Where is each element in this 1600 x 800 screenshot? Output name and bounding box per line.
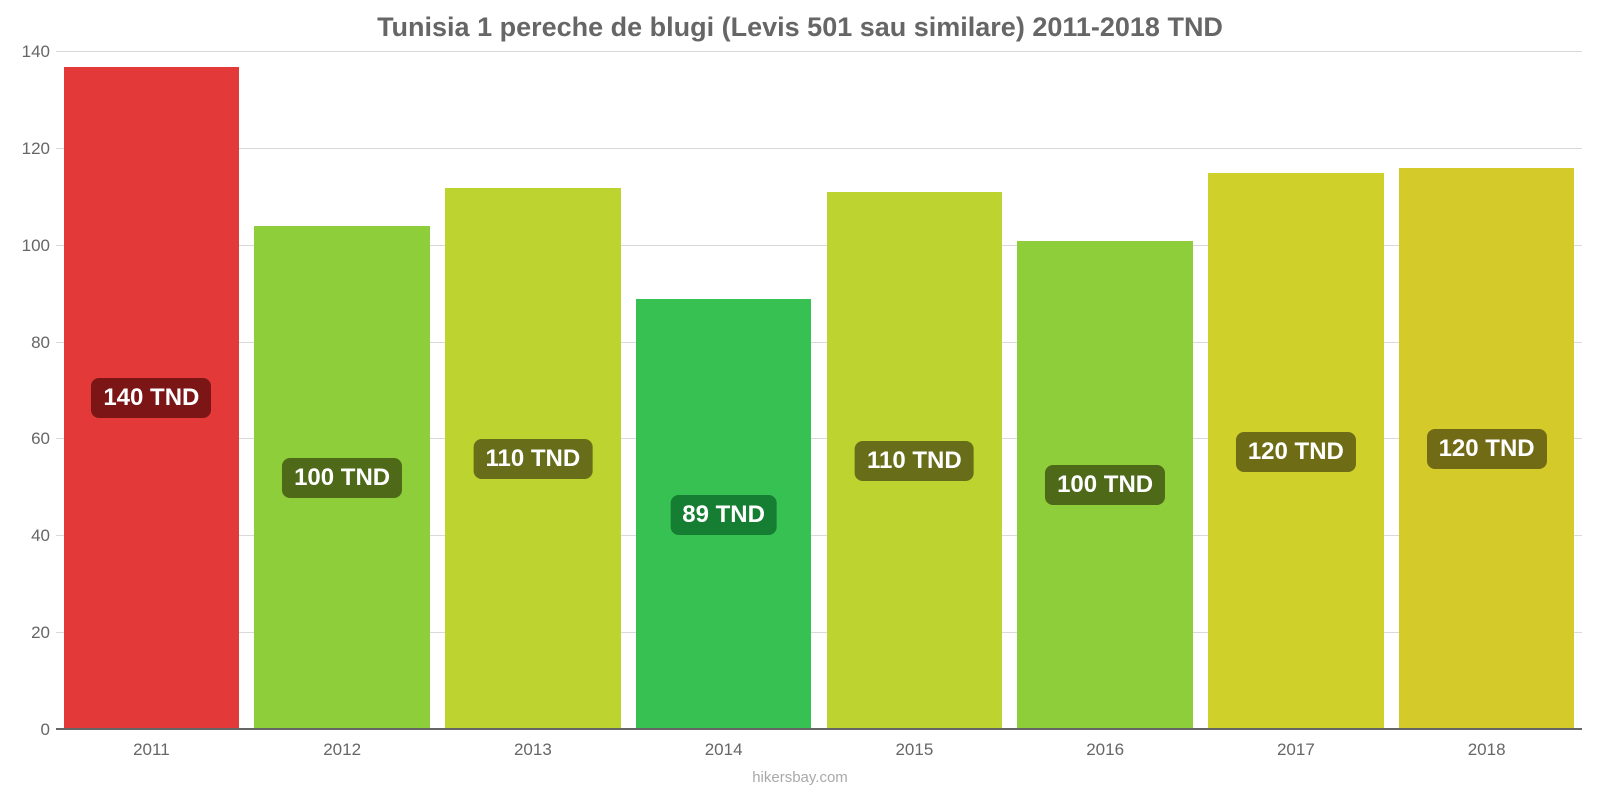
plot-area: 020406080100120140 140 TND2011100 TND201… bbox=[56, 52, 1582, 730]
bar-slot: 100 TND2012 bbox=[247, 52, 438, 730]
bar-value-label: 110 TND bbox=[474, 439, 593, 479]
y-tick-label: 120 bbox=[10, 139, 50, 159]
chart-title: Tunisia 1 pereche de blugi (Levis 501 sa… bbox=[0, 0, 1600, 43]
bar-value-label: 120 TND bbox=[1236, 432, 1356, 472]
bar-slot: 120 TND2018 bbox=[1391, 52, 1582, 730]
bar-slot: 89 TND2014 bbox=[628, 52, 819, 730]
bar: 89 TND bbox=[636, 299, 811, 730]
bar: 100 TND bbox=[254, 226, 429, 730]
bar-value-label: 89 TND bbox=[670, 495, 777, 535]
bar-slot: 110 TND2013 bbox=[438, 52, 629, 730]
bar-value-label: 140 TND bbox=[91, 378, 211, 418]
x-tick-label: 2013 bbox=[514, 740, 552, 760]
y-tick-label: 80 bbox=[10, 333, 50, 353]
bar: 110 TND bbox=[445, 188, 620, 730]
x-tick-label: 2014 bbox=[705, 740, 743, 760]
bar-slot: 100 TND2016 bbox=[1010, 52, 1201, 730]
bars-row: 140 TND2011100 TND2012110 TND201389 TND2… bbox=[56, 52, 1582, 730]
bar-value-label: 100 TND bbox=[1045, 465, 1165, 505]
x-tick-label: 2016 bbox=[1086, 740, 1124, 760]
y-tick-label: 40 bbox=[10, 526, 50, 546]
bar-value-label: 120 TND bbox=[1427, 429, 1547, 469]
bar-slot: 110 TND2015 bbox=[819, 52, 1010, 730]
bar: 120 TND bbox=[1208, 173, 1383, 730]
y-tick-label: 20 bbox=[10, 623, 50, 643]
x-tick-label: 2015 bbox=[895, 740, 933, 760]
bar: 140 TND bbox=[64, 67, 239, 730]
y-tick-label: 140 bbox=[10, 42, 50, 62]
x-tick-label: 2011 bbox=[133, 740, 170, 760]
bar-value-label: 100 TND bbox=[282, 458, 402, 498]
y-tick-label: 100 bbox=[10, 236, 50, 256]
bar: 110 TND bbox=[827, 192, 1002, 730]
x-tick-label: 2018 bbox=[1468, 740, 1506, 760]
bar: 120 TND bbox=[1399, 168, 1574, 730]
x-tick-label: 2017 bbox=[1277, 740, 1315, 760]
bar-slot: 120 TND2017 bbox=[1201, 52, 1392, 730]
price-chart: Tunisia 1 pereche de blugi (Levis 501 sa… bbox=[0, 0, 1600, 800]
y-tick-label: 60 bbox=[10, 429, 50, 449]
bar-value-label: 110 TND bbox=[855, 441, 974, 481]
bar-slot: 140 TND2011 bbox=[56, 52, 247, 730]
x-tick-label: 2012 bbox=[323, 740, 361, 760]
attribution: hikersbay.com bbox=[0, 769, 1600, 786]
x-axis-baseline bbox=[56, 728, 1582, 730]
bar: 100 TND bbox=[1017, 241, 1192, 730]
y-tick-label: 0 bbox=[10, 720, 50, 740]
